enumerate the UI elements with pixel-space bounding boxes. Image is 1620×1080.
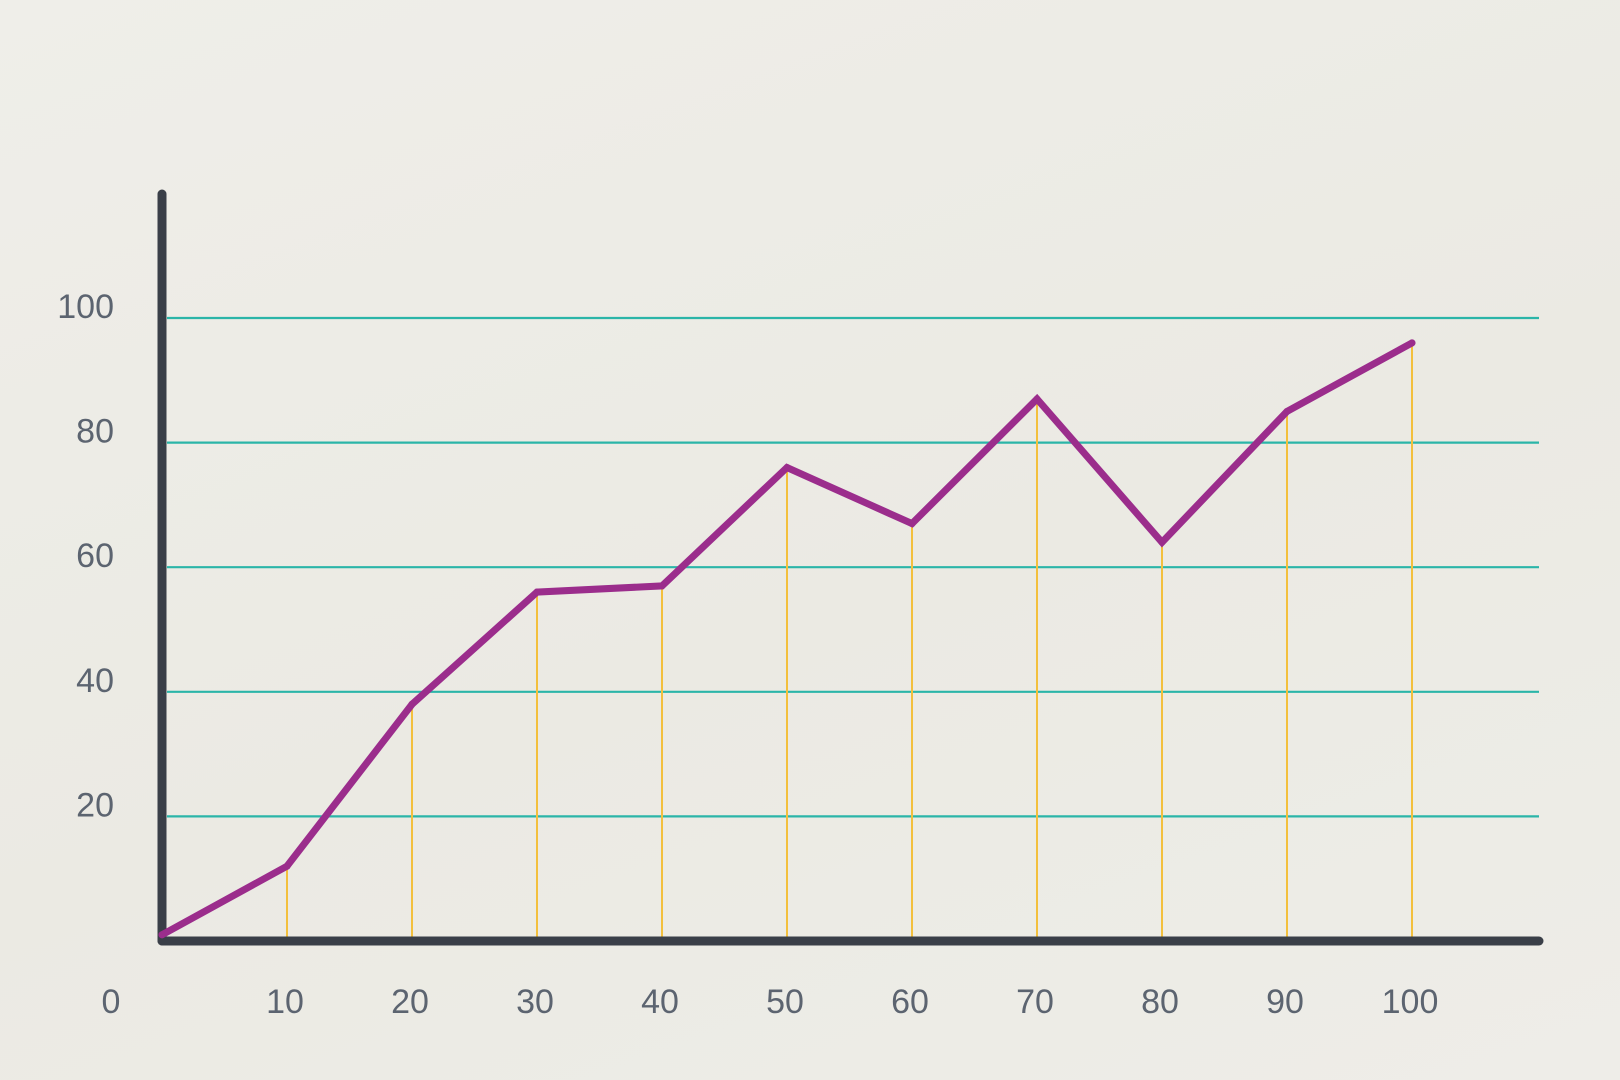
data-point-90 <box>1283 407 1291 415</box>
x-tick-label-100: 100 <box>1382 983 1439 1021</box>
x-tick-label-0: 0 <box>102 983 121 1021</box>
y-tick-label-80: 80 <box>76 413 114 451</box>
x-tick-label-60: 60 <box>891 983 929 1021</box>
x-tick-label-10: 10 <box>266 983 304 1021</box>
data-point-10 <box>283 862 291 870</box>
x-tick-label-30: 30 <box>516 983 554 1021</box>
x-tick-label-40: 40 <box>641 983 679 1021</box>
y-tick-label-100: 100 <box>57 288 114 326</box>
data-point-0 <box>158 931 166 939</box>
data-point-30 <box>533 588 541 596</box>
y-tick-label-40: 40 <box>76 662 114 700</box>
x-tick-label-80: 80 <box>1141 983 1179 1021</box>
drop-lines <box>286 342 1413 941</box>
data-point-70 <box>1033 395 1041 403</box>
y-tick-labels: 20 40 60 80 100 <box>57 288 114 824</box>
data-point-60 <box>908 520 916 528</box>
x-tick-label-50: 50 <box>766 983 804 1021</box>
data-point-50 <box>783 464 791 472</box>
axes <box>157 189 1544 946</box>
grid-lines <box>167 316 1539 818</box>
x-tick-label-90: 90 <box>1266 983 1304 1021</box>
x-tick-label-20: 20 <box>391 983 429 1021</box>
data-point-100 <box>1408 339 1416 347</box>
data-point-40 <box>658 582 666 590</box>
y-tick-label-20: 20 <box>76 786 114 824</box>
data-point-80 <box>1158 538 1166 546</box>
x-tick-labels: 0 10 20 30 40 50 60 70 80 90 100 <box>102 983 1439 1021</box>
data-point-20 <box>408 700 416 708</box>
x-tick-label-70: 70 <box>1016 983 1054 1021</box>
y-tick-label-60: 60 <box>76 537 114 575</box>
series-layer <box>158 339 1416 939</box>
